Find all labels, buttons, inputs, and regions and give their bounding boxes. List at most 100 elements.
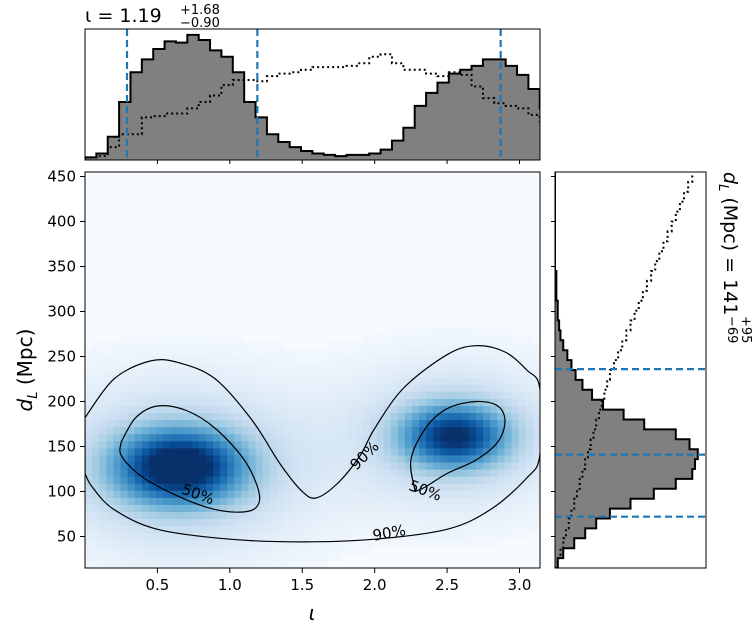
heatmap-cell bbox=[362, 469, 370, 477]
heatmap-cell bbox=[376, 426, 385, 435]
heatmap-cell bbox=[227, 370, 235, 378]
heatmap-cell bbox=[355, 476, 363, 484]
heatmap-cell bbox=[227, 490, 235, 498]
heatmap-cell bbox=[106, 511, 115, 520]
heatmap-cell bbox=[241, 525, 250, 534]
heatmap-cell bbox=[241, 511, 250, 520]
heatmap-cell bbox=[476, 497, 484, 505]
heatmap-cell bbox=[269, 419, 278, 428]
heatmap-cell bbox=[454, 405, 463, 414]
heatmap-cell bbox=[227, 539, 235, 548]
heatmap-cell bbox=[234, 476, 243, 484]
heatmap-cell bbox=[376, 419, 385, 428]
heatmap-cell bbox=[248, 532, 257, 541]
heatmap-cell bbox=[92, 469, 100, 477]
heatmap-cell bbox=[220, 405, 228, 414]
heatmap-cell bbox=[461, 476, 470, 484]
heatmap-cell bbox=[532, 440, 540, 449]
heatmap-cell bbox=[106, 553, 115, 562]
heatmap-cell bbox=[518, 341, 527, 350]
contour-50-left bbox=[119, 405, 261, 513]
heatmap-cell bbox=[184, 518, 193, 527]
iota-bar bbox=[232, 72, 245, 160]
heatmap-cell bbox=[163, 546, 171, 555]
heatmap-cell bbox=[397, 348, 406, 357]
heatmap-cell bbox=[490, 483, 498, 491]
heatmap-cell bbox=[390, 518, 399, 527]
heatmap-cell bbox=[390, 532, 399, 541]
heatmap-cell bbox=[355, 348, 363, 357]
heatmap-cell bbox=[312, 391, 321, 399]
heatmap-cell bbox=[85, 539, 93, 548]
heatmap-cell bbox=[312, 553, 321, 562]
iota-bar bbox=[482, 59, 495, 160]
heatmap-cell bbox=[134, 511, 143, 520]
heatmap-cell bbox=[476, 469, 484, 477]
heatmap-cell bbox=[305, 447, 314, 456]
heatmap-cell bbox=[312, 518, 321, 527]
heatmap-cell bbox=[120, 334, 129, 343]
heatmap-cell bbox=[163, 412, 171, 421]
heatmap-cell bbox=[447, 504, 456, 513]
heatmap-cell bbox=[369, 384, 378, 392]
heatmap-cell bbox=[447, 539, 456, 548]
heatmap-cell bbox=[433, 518, 442, 527]
heatmap-cell bbox=[383, 511, 392, 520]
heatmap-cell bbox=[191, 391, 200, 399]
heatmap-cell bbox=[170, 370, 179, 378]
heatmap-cell bbox=[454, 490, 463, 498]
heatmap-cell bbox=[212, 476, 221, 484]
heatmap-cell bbox=[177, 476, 186, 484]
heatmap-cell bbox=[433, 532, 442, 541]
heatmap-cell bbox=[113, 426, 122, 435]
heatmap-cell bbox=[269, 412, 278, 421]
heatmap-cell bbox=[284, 362, 292, 371]
heatmap-cell bbox=[177, 355, 186, 364]
heatmap-cell bbox=[397, 391, 406, 399]
heatmap-cell bbox=[468, 327, 477, 336]
heatmap-cell bbox=[312, 377, 321, 385]
heatmap-cell bbox=[504, 398, 513, 406]
heatmap-cell bbox=[212, 560, 221, 568]
iota-bar bbox=[175, 42, 188, 160]
heatmap-cell bbox=[397, 334, 406, 343]
iota-bar bbox=[289, 147, 302, 160]
heatmap-cell bbox=[99, 447, 107, 456]
heatmap-cell bbox=[461, 327, 470, 336]
heatmap-cell bbox=[255, 362, 264, 371]
heatmap-cell bbox=[440, 391, 449, 399]
heatmap-cell bbox=[284, 419, 292, 428]
heatmap-cell bbox=[106, 377, 115, 385]
heatmap-cell bbox=[92, 370, 100, 378]
heatmap-cell bbox=[269, 476, 278, 484]
heatmap-cell bbox=[127, 532, 136, 541]
heatmap-cell bbox=[483, 419, 491, 428]
heatmap-cell bbox=[333, 362, 342, 371]
heatmap-cell bbox=[305, 525, 314, 534]
heatmap-cell bbox=[433, 355, 442, 364]
y-tick-label: 150 bbox=[47, 438, 76, 456]
heatmap-cell bbox=[120, 362, 129, 371]
heatmap-cell bbox=[170, 398, 179, 406]
heatmap-cell bbox=[92, 419, 100, 428]
x-axis-label: ι bbox=[309, 601, 316, 625]
iota-title-sub: −0.90 bbox=[180, 16, 220, 31]
heatmap-cell bbox=[248, 546, 257, 555]
heatmap-cell bbox=[298, 384, 306, 392]
heatmap-cell bbox=[333, 377, 342, 385]
heatmap-cell bbox=[148, 362, 157, 371]
heatmap-cell bbox=[141, 426, 150, 435]
heatmap-cell bbox=[511, 412, 520, 421]
distance-bar bbox=[555, 528, 586, 539]
heatmap-cell bbox=[127, 476, 136, 484]
heatmap-cell bbox=[440, 440, 449, 449]
heatmap-cell bbox=[419, 391, 427, 399]
heatmap-cell bbox=[177, 539, 186, 548]
heatmap-cell bbox=[198, 518, 207, 527]
heatmap-cell bbox=[483, 391, 491, 399]
distance-bar bbox=[555, 538, 575, 549]
heatmap-cell bbox=[440, 362, 449, 371]
heatmap-cell bbox=[148, 341, 157, 350]
heatmap-cell bbox=[376, 490, 385, 498]
heatmap-cell bbox=[262, 398, 271, 406]
